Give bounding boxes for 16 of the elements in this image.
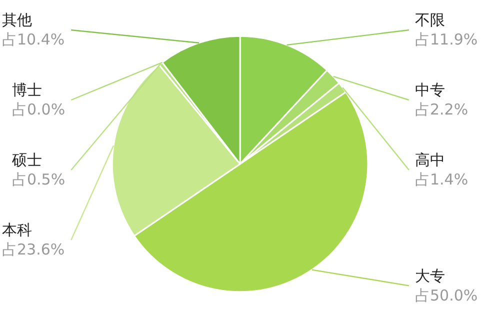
data-label: 占50.0% bbox=[415, 286, 478, 304]
slice-label: 大专 bbox=[415, 267, 445, 285]
data-label: 占23.6% bbox=[2, 240, 65, 258]
data-label: 占10.4% bbox=[2, 30, 65, 48]
slice-label: 中专 bbox=[415, 81, 445, 99]
text: 占0.0% bbox=[12, 100, 66, 118]
data-label: 占11.9% bbox=[415, 30, 478, 48]
slice-label: 硕士 bbox=[11, 151, 42, 169]
category-label: 博士 bbox=[12, 81, 42, 99]
data-label: 占2.2% bbox=[415, 100, 468, 118]
slice-label: 高中 bbox=[415, 151, 445, 169]
slice-label: 其他 bbox=[2, 11, 32, 29]
slice-label: 不限 bbox=[415, 11, 445, 29]
data-label: 占1.4% bbox=[415, 170, 468, 188]
data-label: 占0.5% bbox=[12, 170, 66, 188]
slice-label: 本科 bbox=[2, 221, 32, 239]
